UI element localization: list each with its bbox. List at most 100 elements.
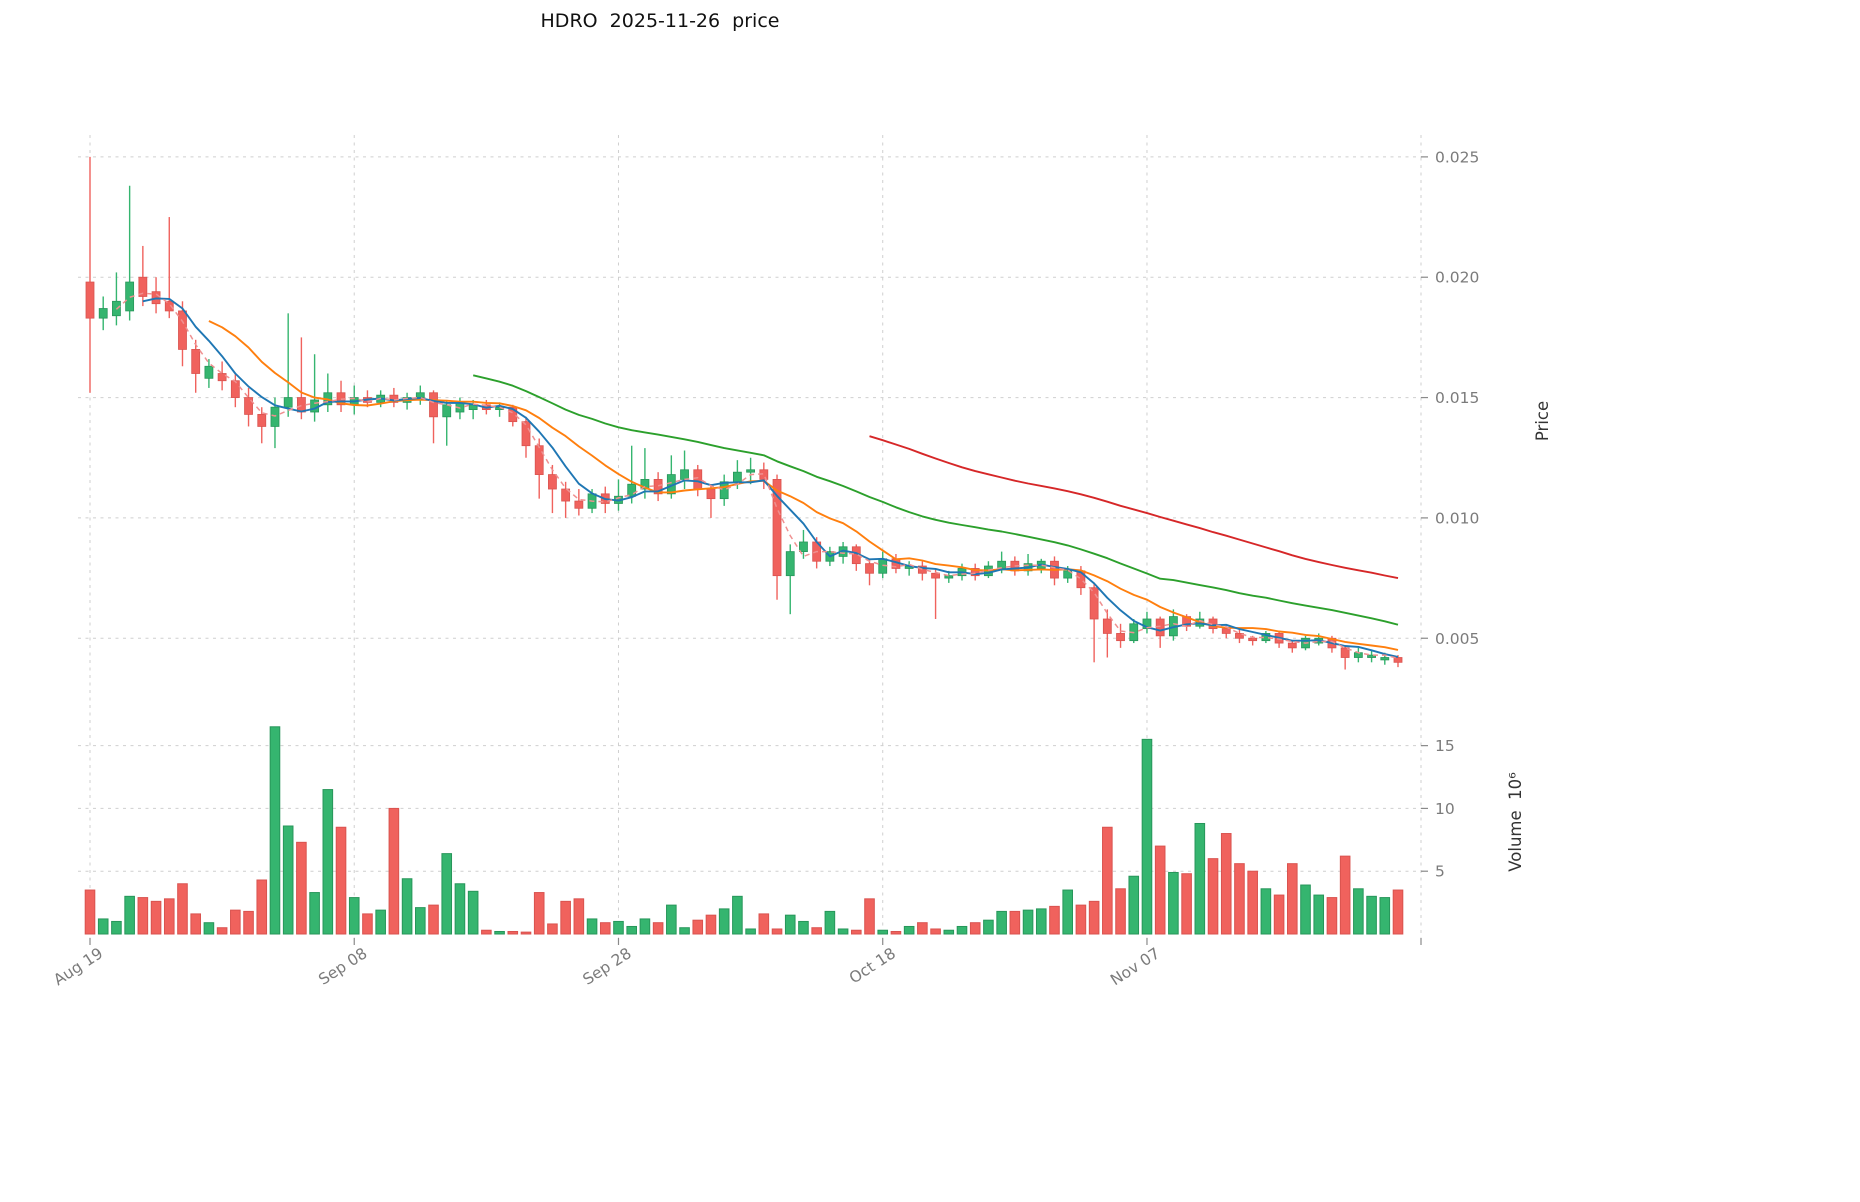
- x-tick-label: Aug 19: [50, 944, 106, 989]
- candle-body: [1089, 587, 1099, 620]
- volume-bar: [137, 897, 149, 935]
- volume-bar: [269, 726, 281, 935]
- volume-bar: [401, 878, 413, 935]
- volume-bar: [1366, 895, 1377, 935]
- x-tick-label: Sep 08: [315, 944, 370, 988]
- volume-bar: [243, 910, 254, 935]
- volume-bar: [1287, 863, 1298, 935]
- volume-bar: [864, 898, 875, 935]
- candle-body: [799, 541, 808, 553]
- volume-bar: [335, 826, 347, 935]
- volume-bar: [1300, 884, 1311, 935]
- volume-bar: [467, 890, 479, 935]
- candle-body: [1116, 633, 1125, 642]
- candle-body: [1393, 657, 1403, 663]
- volume-bar: [1379, 897, 1391, 935]
- price-tick-label: 0.005: [1435, 630, 1479, 648]
- volume-bar: [124, 895, 135, 935]
- volume-bar: [1220, 833, 1232, 935]
- x-tick-label: Nov 07: [1107, 944, 1163, 989]
- candle-body: [270, 406, 280, 427]
- axis-ticks: [89, 156, 1428, 945]
- candle-body: [785, 551, 795, 577]
- volume-bar: [969, 922, 981, 935]
- volume-bar: [1141, 738, 1153, 935]
- candle-body: [772, 479, 782, 577]
- candle-body: [719, 481, 729, 500]
- candle-body: [1367, 654, 1376, 658]
- volume-bar: [494, 930, 505, 935]
- volume-bar: [415, 907, 426, 935]
- candle-body: [415, 392, 425, 398]
- volume-bar: [1102, 826, 1113, 935]
- candle-body: [429, 392, 438, 418]
- candle-body: [970, 568, 980, 577]
- volume-bar: [652, 922, 664, 935]
- volume-bar: [362, 913, 373, 935]
- volume-bar: [296, 841, 307, 935]
- candle-body: [178, 310, 187, 350]
- volume-bar: [1353, 888, 1364, 935]
- candle-body: [85, 281, 95, 319]
- volume-bar: [230, 909, 241, 935]
- candle-body: [230, 380, 240, 398]
- candle-body: [706, 488, 716, 500]
- candle-body: [138, 276, 148, 297]
- price-axis-label: Price: [1533, 401, 1552, 441]
- ma-line-sma10: [208, 320, 1399, 651]
- candle-body: [442, 404, 452, 418]
- volume-bar: [666, 904, 677, 935]
- volume-bar: [930, 928, 941, 935]
- volume-bar: [481, 929, 492, 935]
- volume-bar: [732, 895, 743, 935]
- candle-body: [310, 399, 320, 413]
- candle-body: [283, 397, 293, 408]
- volume-bars: [84, 726, 1404, 935]
- volume-bar: [983, 919, 994, 935]
- volume-bar: [745, 928, 756, 935]
- candle-body: [191, 349, 201, 374]
- volume-bar: [1273, 894, 1285, 935]
- candle-body: [204, 365, 214, 379]
- candle-body: [561, 488, 571, 502]
- candle-body: [944, 575, 954, 579]
- volume-bar: [599, 922, 611, 935]
- volume-bar: [1035, 908, 1047, 935]
- volume-bar: [771, 928, 783, 935]
- candle-body: [640, 479, 650, 490]
- volume-bar: [1088, 900, 1100, 935]
- volume-bar: [256, 879, 268, 935]
- candle-body: [296, 397, 306, 413]
- volume-bar: [798, 920, 809, 935]
- candle-body: [521, 421, 531, 447]
- volume-bar: [84, 889, 96, 935]
- volume-bar: [718, 908, 730, 935]
- volume-bar: [692, 919, 704, 935]
- candle-body: [98, 308, 108, 319]
- axis-tick-labels: 0.005 0.010 0.015 0.020 0.025 5 10 15 Aug 19 Sep …: [50, 148, 1479, 989]
- volume-bar: [679, 927, 690, 935]
- volume-bar: [943, 929, 955, 935]
- candle-body: [1155, 618, 1165, 637]
- volume-axis-label: Volume 10⁶: [1506, 772, 1525, 872]
- volume-bar: [1062, 889, 1073, 935]
- candle-body: [1235, 633, 1244, 639]
- volume-bar: [917, 922, 928, 935]
- volume-bar: [348, 897, 360, 935]
- volume-bar: [507, 930, 519, 935]
- volume-bar: [216, 927, 228, 935]
- volume-bar: [163, 898, 175, 935]
- candle-body: [217, 373, 227, 382]
- price-tick-label: 0.025: [1435, 148, 1479, 166]
- candle-body: [508, 406, 518, 423]
- candle-body: [1102, 618, 1112, 634]
- volume-bar: [573, 898, 585, 935]
- volume-bar: [1154, 845, 1166, 935]
- volume-bar: [586, 918, 598, 935]
- volume-bar: [837, 928, 849, 935]
- volume-tick-label: 15: [1435, 737, 1455, 755]
- volume-bar: [282, 825, 294, 935]
- volume-bar: [890, 930, 902, 935]
- volume-bar: [639, 918, 651, 935]
